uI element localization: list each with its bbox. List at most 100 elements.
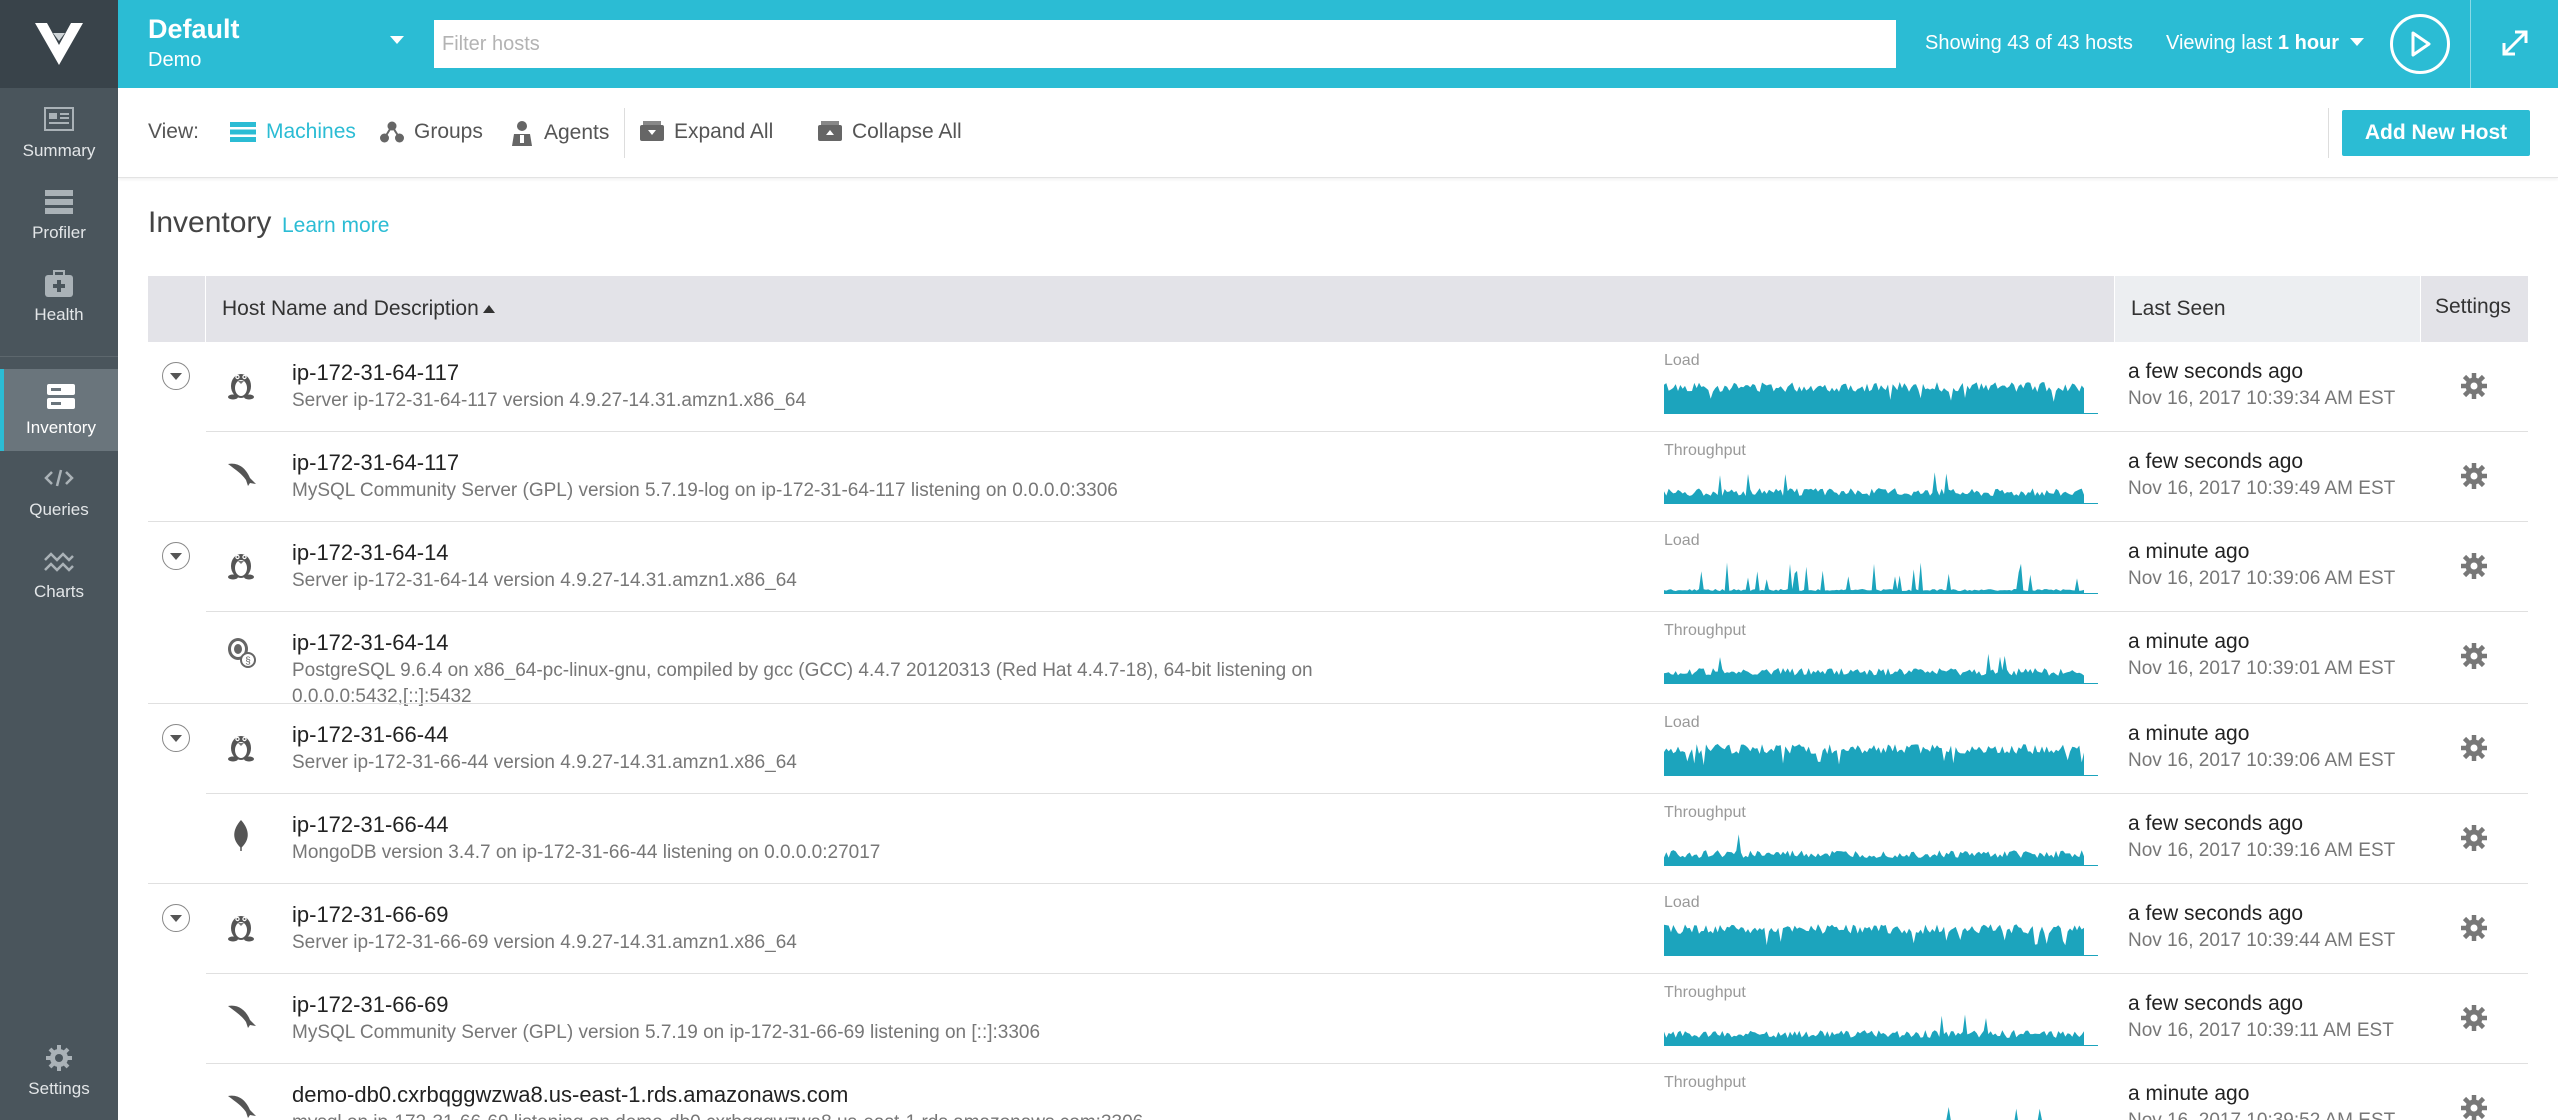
sidebar-item-charts[interactable]: Charts [0,533,118,615]
table-row[interactable]: ip-172-31-64-117 Server ip-172-31-64-117 … [148,342,2528,432]
column-header-last-seen[interactable]: Last Seen [2114,276,2420,342]
sparkline-chart[interactable] [1664,736,2098,776]
linux-icon [224,366,258,400]
chevron-down-icon [170,372,182,380]
sparkline-area [1664,472,2084,504]
top-bar: Default Demo Showing 43 of 43 hosts View… [118,0,2558,88]
table-row[interactable]: ip-172-31-66-44 MongoDB version 3.4.7 on … [148,794,2528,884]
sparkline-chart[interactable] [1664,644,2098,684]
chevron-down-icon[interactable] [390,36,404,44]
gear-icon[interactable] [2460,824,2488,852]
fullscreen-icon[interactable] [2498,26,2532,60]
host-name[interactable]: ip-172-31-66-44 [292,722,449,747]
environment-selector[interactable]: Default Demo [148,14,240,72]
gear-icon[interactable] [2460,372,2488,400]
gear-icon[interactable] [2460,1004,2488,1032]
sparkline-label: Load [1664,894,1700,911]
live-play-button[interactable] [2390,14,2450,74]
host-name[interactable]: demo-db0.cxrbqggwzwa8.us-east-1.rds.amaz… [292,1082,849,1107]
table-header: Host Name and Description Last Seen Sett… [148,276,2528,342]
row-expand-toggle[interactable] [162,542,190,570]
topbar-divider [2470,0,2471,88]
sidebar-item-settings[interactable]: Settings [0,1030,118,1112]
gear-icon[interactable] [2460,552,2488,580]
sparkline-label: Throughput [1664,804,1746,821]
table-row[interactable]: ip-172-31-64-117 MySQL Community Server (… [148,432,2528,522]
time-range-value: 1 hour [2277,32,2340,54]
gear-icon [46,1045,72,1071]
last-seen-timestamp: Nov 16, 2017 10:39:06 AM EST [2128,568,2396,589]
last-seen-timestamp: Nov 16, 2017 10:39:16 AM EST [2128,840,2396,861]
sidebar-item-inventory[interactable]: Inventory [0,369,118,451]
row-expand-toggle[interactable] [162,362,190,390]
sparkline-chart[interactable] [1664,374,2098,414]
sparkline-chart[interactable] [1664,464,2098,504]
mysql-icon [224,998,258,1032]
host-name[interactable]: ip-172-31-64-117 [292,360,460,385]
table-row[interactable]: demo-db0.cxrbqggwzwa8.us-east-1.rds.amaz… [148,1064,2528,1120]
row-divider [206,1063,2528,1064]
table-row[interactable]: ip-172-31-66-69 Server ip-172-31-66-69 ve… [148,884,2528,974]
host-name[interactable]: ip-172-31-66-69 [292,992,449,1017]
row-divider [148,521,2528,522]
view-agents-tab[interactable]: Agents [510,120,609,146]
expand-all-button[interactable]: Expand All [640,120,773,144]
host-name[interactable]: ip-172-31-64-117 [292,450,460,475]
sparkline-label: Throughput [1664,442,1746,459]
filter-hosts-input[interactable] [434,20,1896,68]
view-agents-label: Agents [544,121,610,144]
sparkline-chart[interactable] [1664,826,2098,866]
table-row[interactable]: ip-172-31-64-14 Server ip-172-31-64-14 ve… [148,522,2528,612]
host-name[interactable]: ip-172-31-66-69 [292,902,449,927]
view-groups-label: Groups [414,120,483,143]
sidebar-item-profiler[interactable]: Profiler [0,174,118,256]
sidebar-item-health[interactable]: Health [0,256,118,338]
hosts-count: Showing 43 of 43 hosts [1925,32,2133,54]
add-new-host-button[interactable]: Add New Host [2342,110,2530,156]
table-row[interactable]: ip-172-31-66-69 MySQL Community Server (G… [148,974,2528,1064]
machines-icon [230,122,256,142]
sparkline-label: Load [1664,532,1700,549]
gear-icon[interactable] [2460,642,2488,670]
row-divider [206,611,2528,612]
collapse-all-button[interactable]: Collapse All [818,120,962,144]
last-seen-relative: a few seconds ago [2128,450,2304,473]
sidebar-item-label: Settings [28,1079,90,1098]
view-toolbar: View: Machines Groups Agents Expand All … [118,88,2558,178]
environment-subtitle: Demo [148,49,202,71]
sparkline-chart[interactable] [1664,554,2098,594]
row-expand-toggle[interactable] [162,724,190,752]
app-logo[interactable] [0,0,118,88]
svg-text:§: § [245,656,251,667]
sparkline-chart[interactable] [1664,1006,2098,1046]
column-header-host[interactable]: Host Name and Description [222,297,495,321]
row-expand-toggle[interactable] [162,904,190,932]
learn-more-link[interactable]: Learn more [282,214,390,237]
gear-icon[interactable] [2460,462,2488,490]
sparkline-area [1664,562,2084,594]
sparkline-chart[interactable] [1664,1096,2098,1120]
time-range-selector[interactable]: Viewing last 1 hour [2166,32,2339,55]
linux-icon [224,546,258,580]
sidebar-item-queries[interactable]: Queries [0,451,118,533]
view-groups-tab[interactable]: Groups [380,120,483,144]
host-name[interactable]: ip-172-31-64-14 [292,630,449,655]
gear-icon[interactable] [2460,734,2488,762]
column-header-settings-label: Settings [2435,295,2511,318]
gear-icon[interactable] [2460,914,2488,942]
sidebar-item-summary[interactable]: Summary [0,92,118,174]
view-machines-tab[interactable]: Machines [230,120,356,144]
table-row[interactable]: § ip-172-31-64-14 PostgreSQL 9.6.4 on x86_… [148,612,2528,707]
sparkline-area [1664,1014,2084,1046]
table-row[interactable]: ip-172-31-66-44 Server ip-172-31-66-44 ve… [148,704,2528,794]
host-name[interactable]: ip-172-31-64-14 [292,540,449,565]
last-seen-timestamp: Nov 16, 2017 10:39:49 AM EST [2128,478,2396,499]
row-divider [206,793,2528,794]
sparkline-chart[interactable] [1664,916,2098,956]
page-title: Inventory [148,206,272,239]
gear-icon[interactable] [2460,1094,2488,1120]
chevron-down-icon[interactable] [2350,38,2364,46]
sidebar-item-label: Health [34,305,84,324]
chevron-down-icon [170,552,182,560]
host-name[interactable]: ip-172-31-66-44 [292,812,449,837]
